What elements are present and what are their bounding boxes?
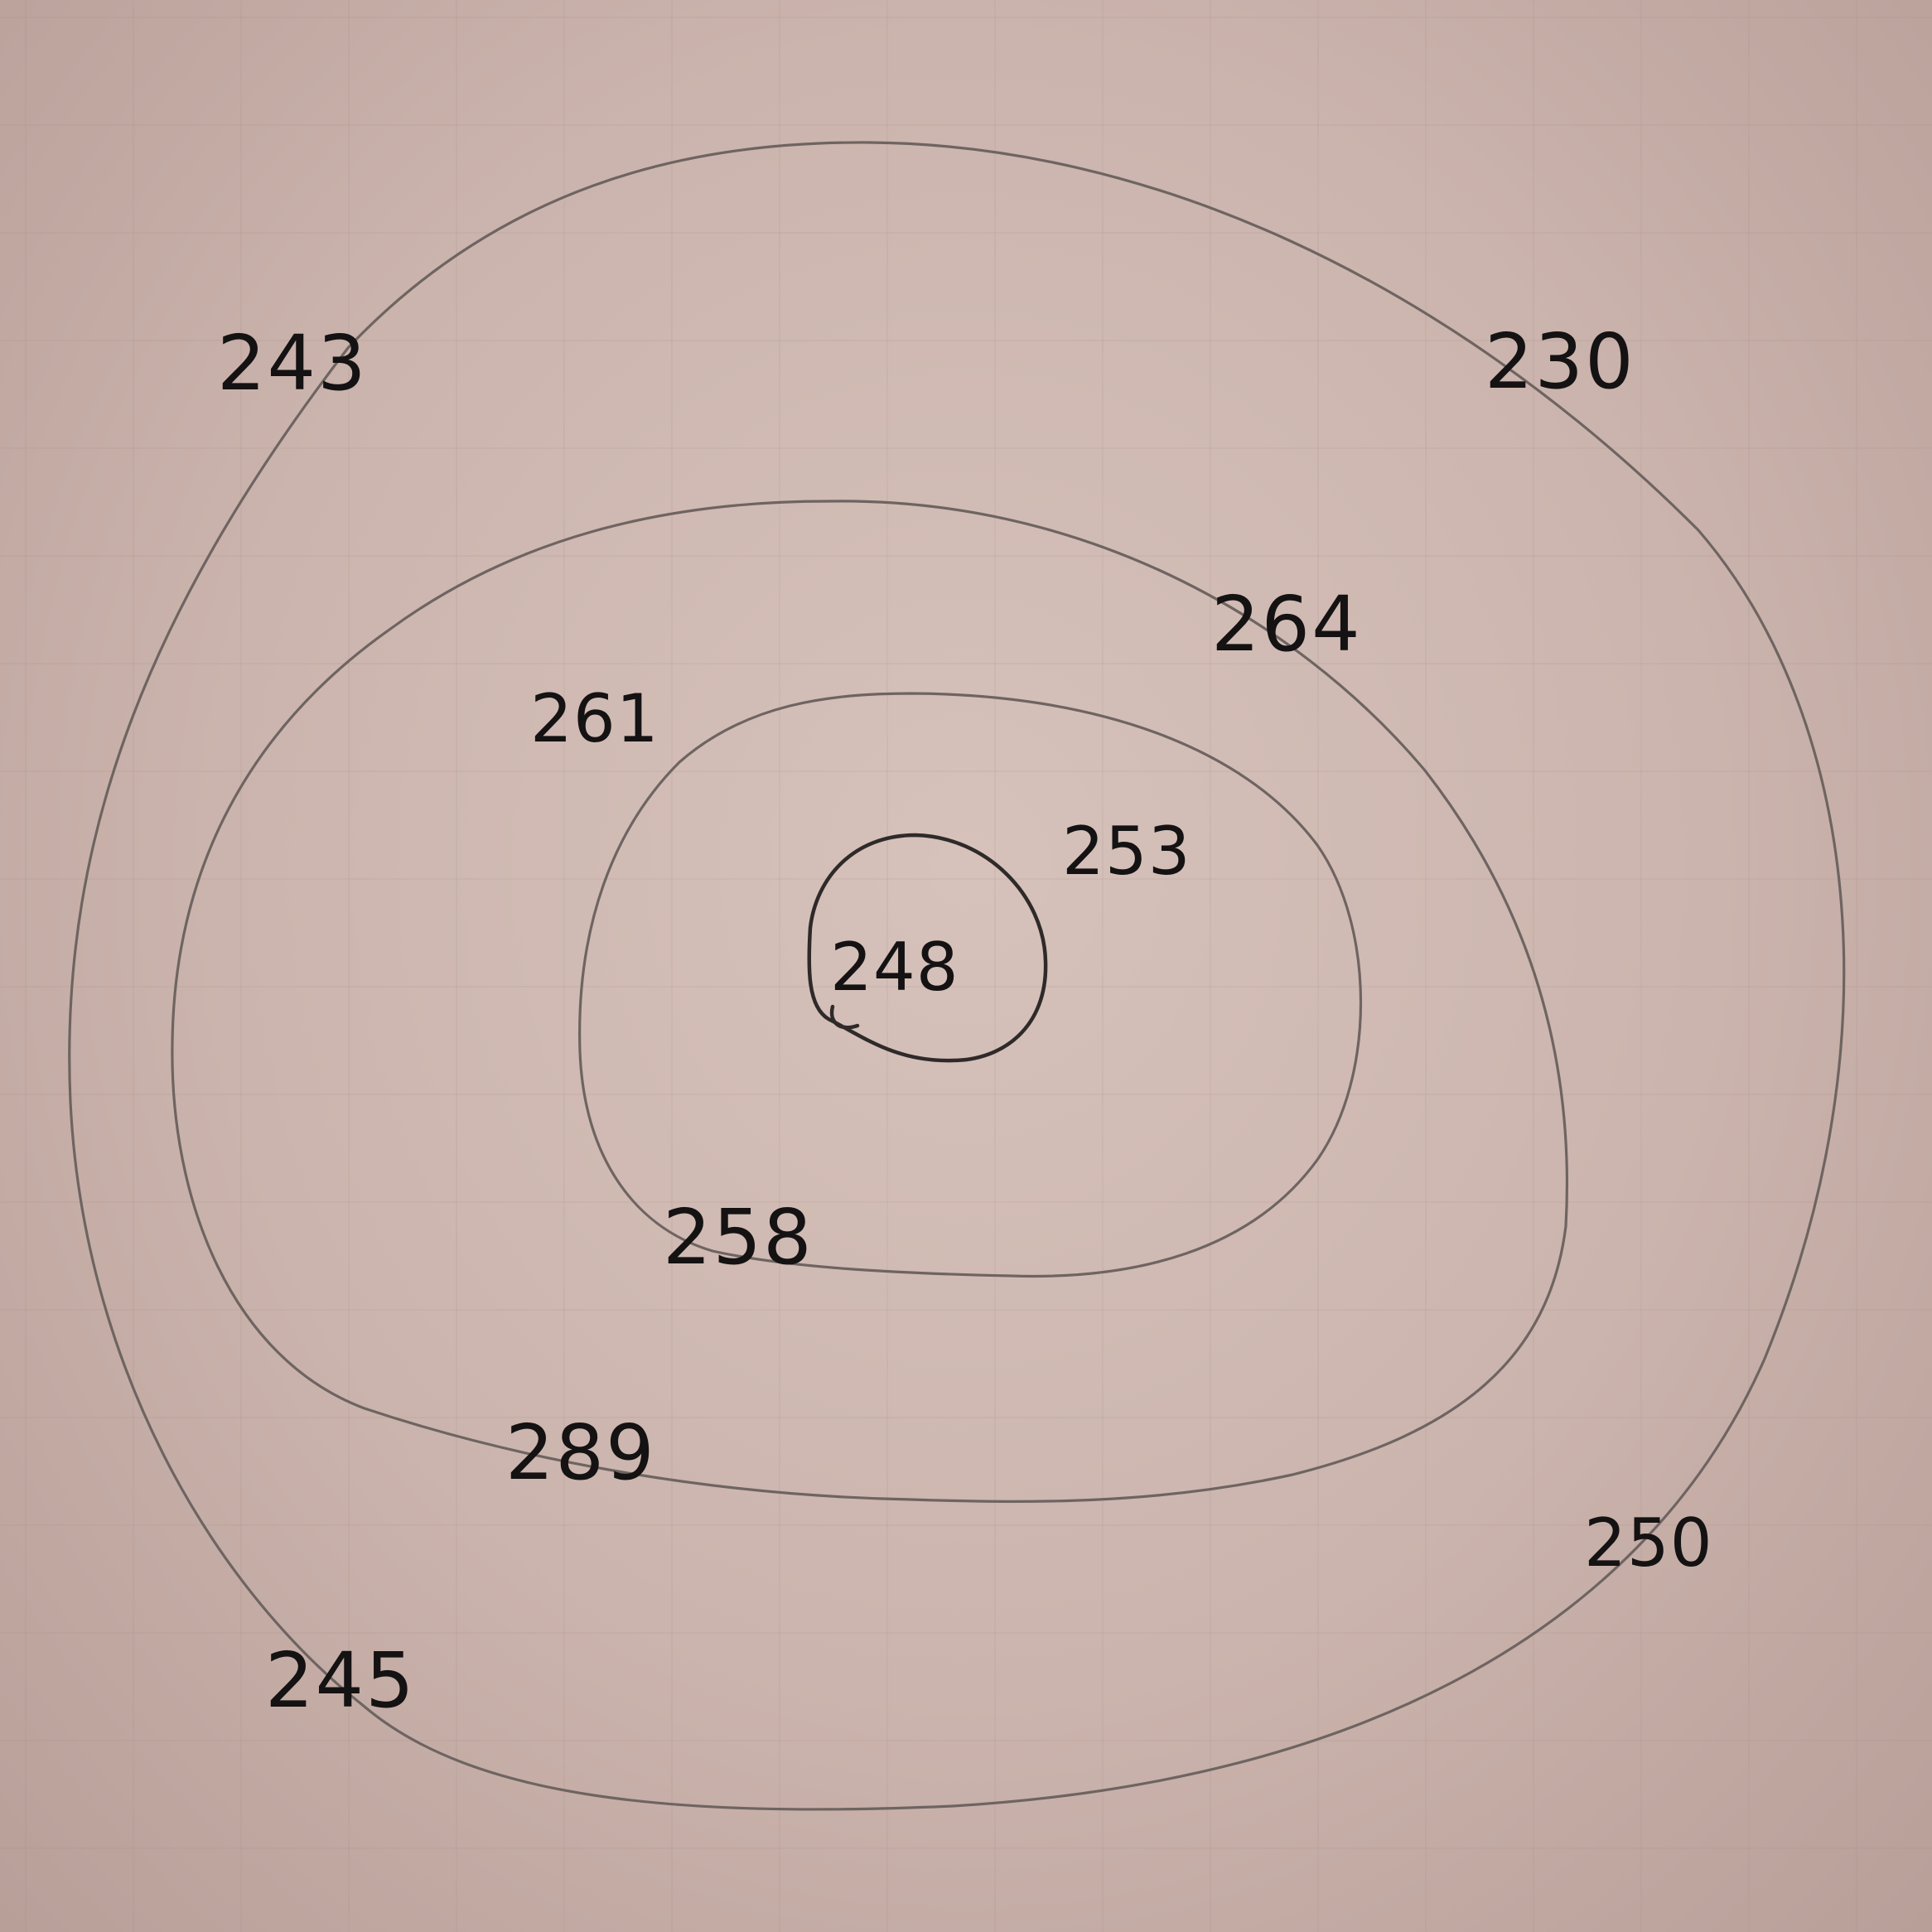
- label-outer-top-left: 243: [217, 319, 368, 408]
- label-ring3-bottom-left: 258: [663, 1193, 814, 1282]
- label-ring2-bottom-left: 289: [505, 1408, 656, 1497]
- contour-outer: [68, 141, 1846, 1811]
- contour-inner-tail: [829, 1004, 860, 1030]
- label-outer-bottom-right: 250: [1584, 1505, 1713, 1582]
- label-center: 248: [830, 929, 959, 1006]
- label-ring3-top-right: 253: [1062, 813, 1191, 890]
- label-ring2-top-right: 264: [1211, 580, 1362, 669]
- label-outer-bottom-left: 245: [265, 1636, 416, 1725]
- contour-inner: [807, 833, 1048, 1063]
- label-outer-top-right: 230: [1485, 317, 1635, 406]
- contour-second: [171, 500, 1569, 1503]
- label-ring2-top-left: 261: [530, 680, 659, 757]
- contour-third: [578, 692, 1362, 1278]
